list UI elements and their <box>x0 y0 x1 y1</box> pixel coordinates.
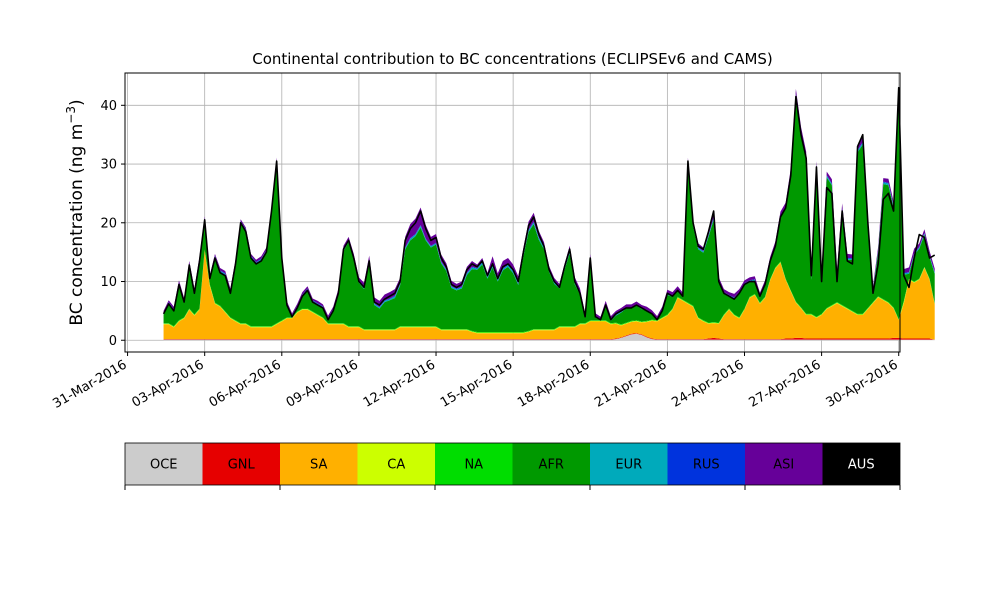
legend-label-ca: CA <box>387 458 405 473</box>
plot-frame <box>124 72 901 353</box>
legend-label-eur: EUR <box>615 458 642 473</box>
legend-swatch-sa <box>280 443 358 485</box>
y-tick-label: 20 <box>100 216 117 231</box>
y-axis-label-superscript: −3 <box>64 106 78 124</box>
total-line-group <box>162 86 936 321</box>
x-tick-label: 18-Apr-2016 <box>515 357 592 410</box>
legend-swatch-gnl <box>202 443 280 485</box>
y-tick-label: 30 <box>100 158 117 173</box>
legend-label-sa: SA <box>310 458 327 473</box>
x-tick-label: 12-Apr-2016 <box>361 357 438 410</box>
x-tick-label: 30-Apr-2016 <box>824 357 901 410</box>
x-axis: 31-Mar-2016 03-Apr-2016 06-Apr-2016 09-Apr-… <box>50 352 901 412</box>
area-gnl <box>163 333 935 340</box>
legend-swatch-aus <box>822 443 900 485</box>
legend-colorbar: OCE GNL SA CA NA AFR EUR RUS ASI AUS <box>124 442 901 490</box>
x-tick-label: 21-Apr-2016 <box>592 357 669 410</box>
legend-label-rus: RUS <box>693 458 720 473</box>
legend-swatch-na <box>435 443 513 485</box>
legend-label-aus: AUS <box>848 458 875 473</box>
legend-label-na: NA <box>464 458 483 473</box>
y-tick-label: 0 <box>109 334 117 349</box>
legend-swatch-afr <box>512 443 590 485</box>
legend-frame <box>124 442 901 486</box>
x-tick-label: 24-Apr-2016 <box>669 357 746 410</box>
x-tick-label: 31-Mar-2016 <box>50 357 129 411</box>
legend-swatch-asi <box>745 443 823 485</box>
x-tick-label: 27-Apr-2016 <box>746 357 823 410</box>
y-axis: 0 10 20 30 40 <box>100 99 125 349</box>
y-axis-label-main: BC concentration (ng m <box>67 124 87 326</box>
total-line <box>162 86 936 321</box>
x-tick-label: 09-Apr-2016 <box>284 357 361 410</box>
legend-label-oce: OCE <box>150 458 178 473</box>
legend-swatch-eur <box>590 443 668 485</box>
legend-swatch-ca <box>357 443 435 485</box>
x-tick-label: 06-Apr-2016 <box>207 357 284 410</box>
area-sa <box>163 250 935 340</box>
legend-label-gnl: GNL <box>228 458 256 473</box>
x-tick-label: 03-Apr-2016 <box>130 357 207 410</box>
y-tick-label: 10 <box>100 275 117 290</box>
legend-swatch-oce <box>125 443 203 485</box>
legend-swatch-rus <box>667 443 745 485</box>
chart-title: Continental contribution to BC concentra… <box>252 50 773 68</box>
y-axis-label-close: ) <box>67 99 87 106</box>
y-tick-label: 40 <box>100 99 117 114</box>
x-tick-label: 15-Apr-2016 <box>438 357 515 410</box>
legend-label-afr: AFR <box>539 458 564 473</box>
y-axis-label: BC concentration (ng m−3) <box>64 99 87 325</box>
legend-label-asi: ASI <box>773 458 794 473</box>
